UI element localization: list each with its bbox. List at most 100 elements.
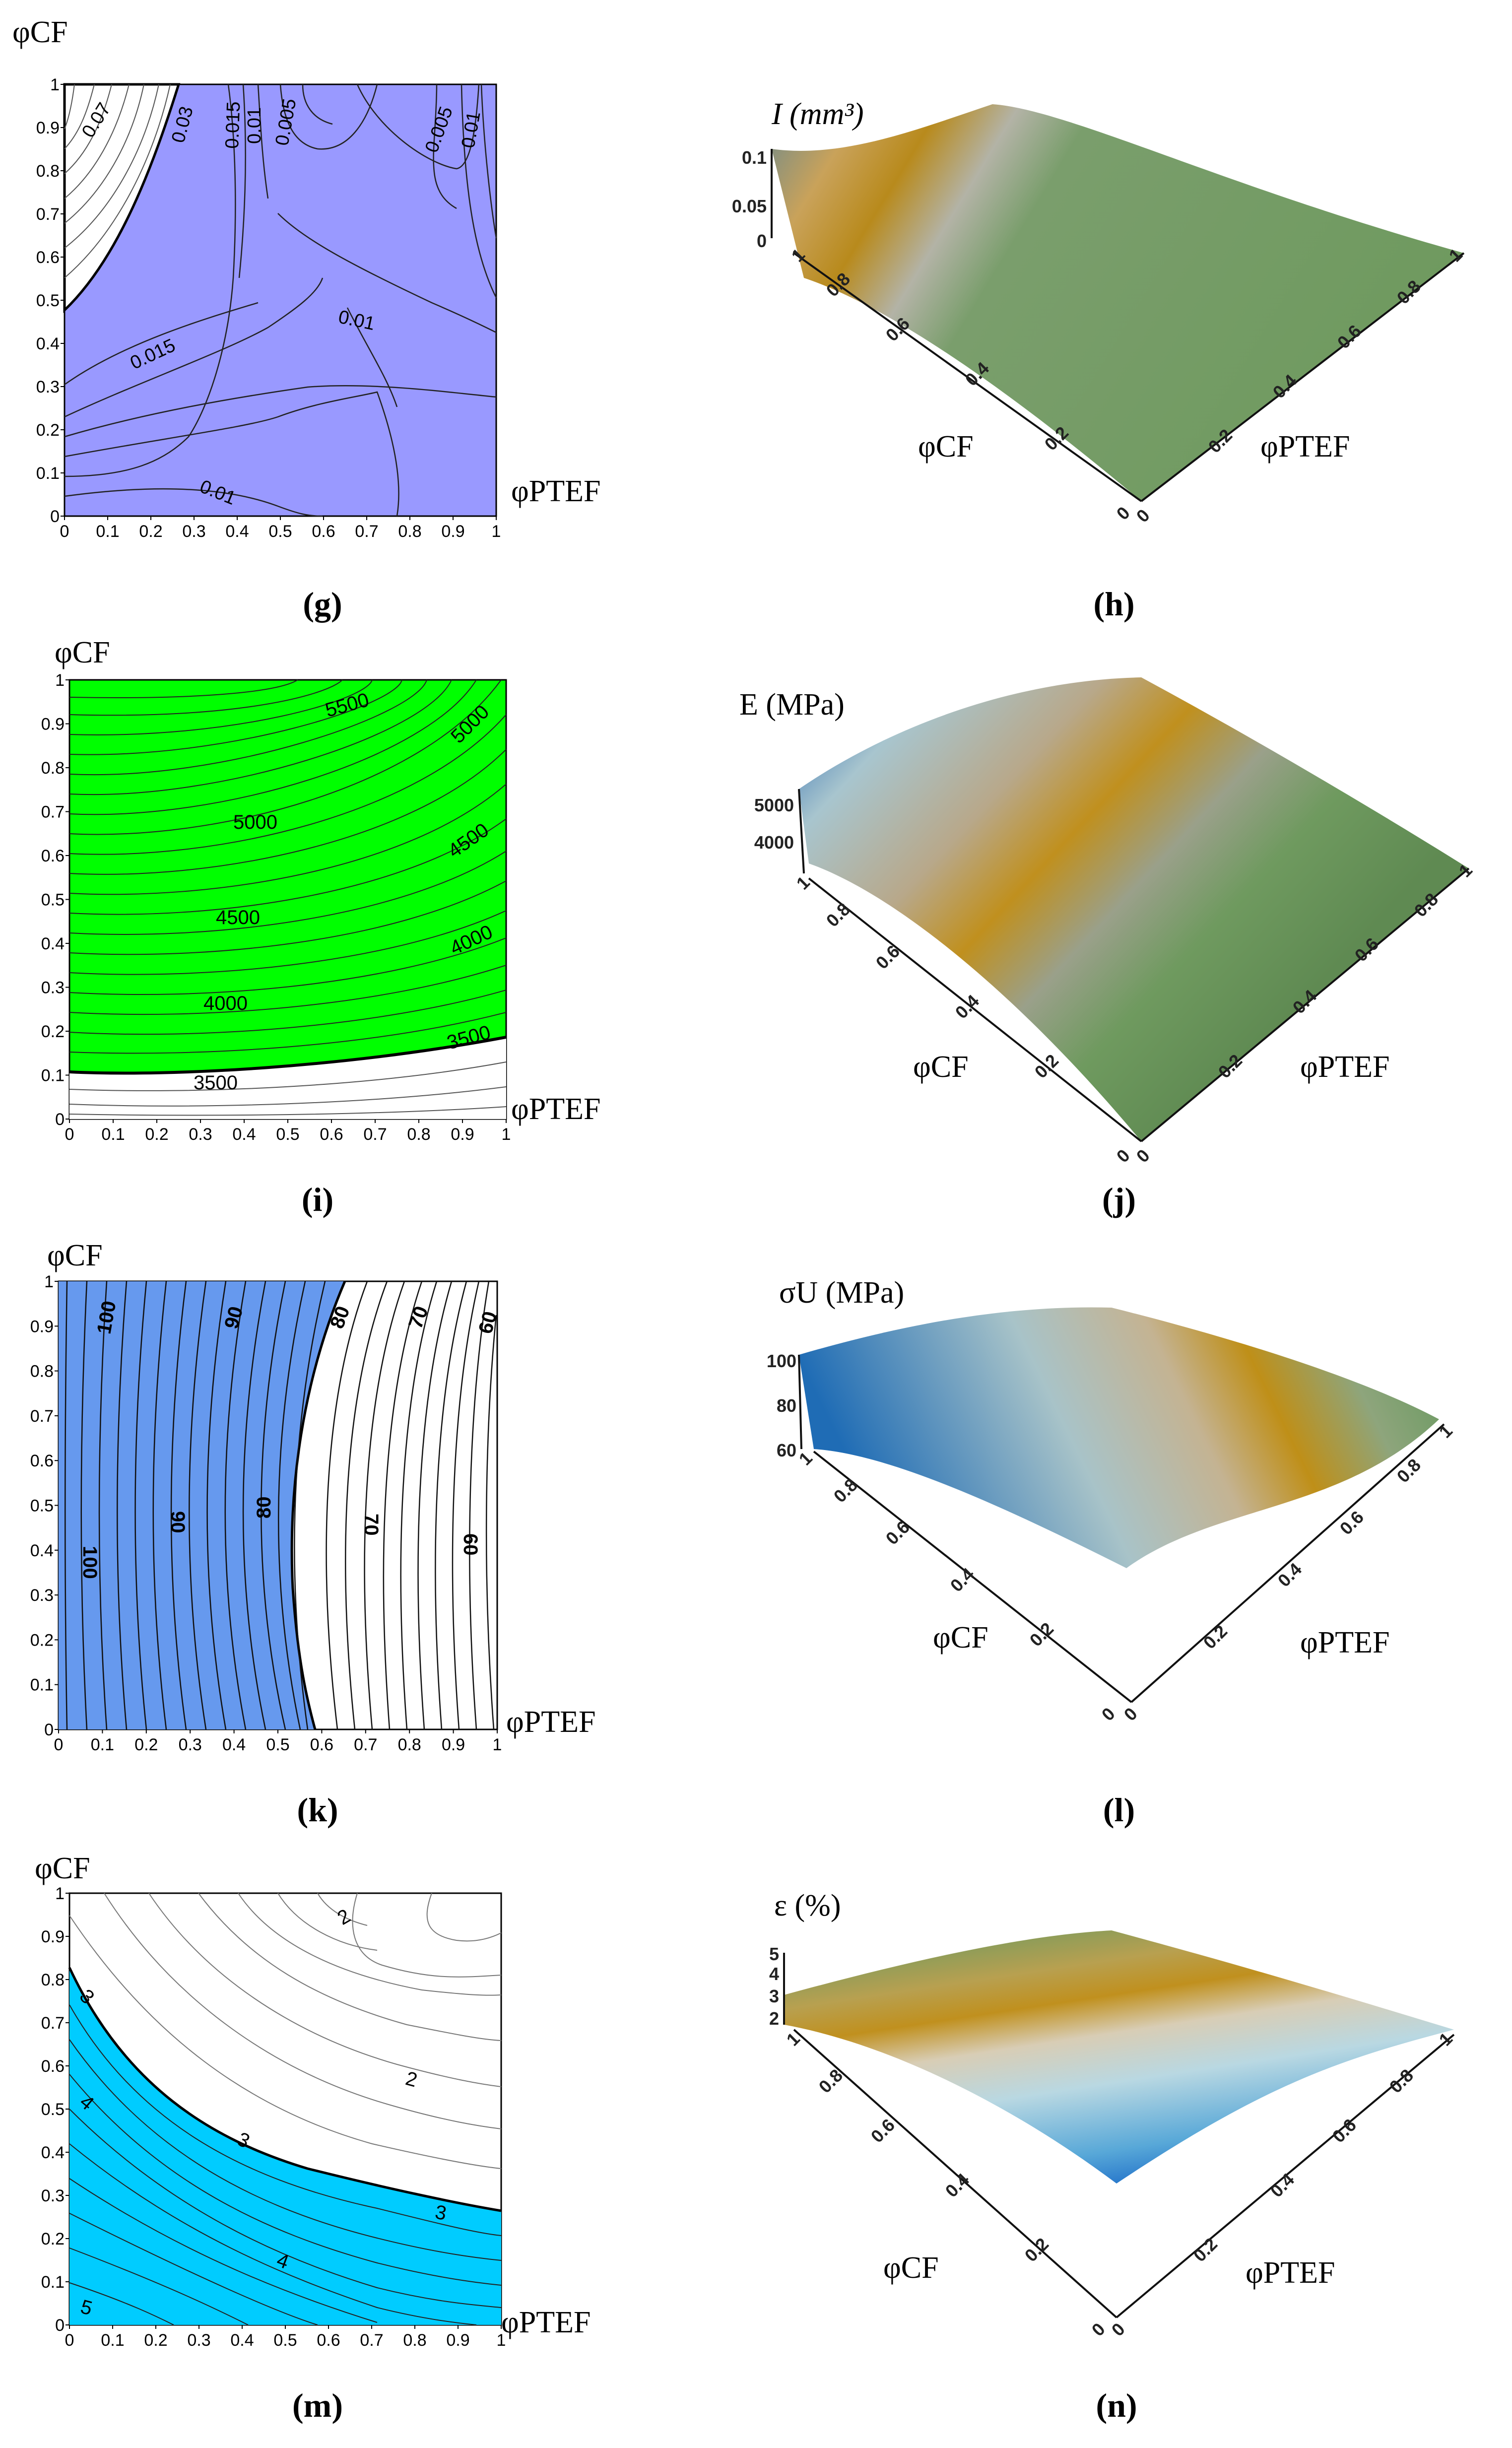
y-tick-label: 0 <box>1113 1145 1134 1167</box>
x-tick-label: 0.6 <box>317 2331 340 2350</box>
y-tick-label: 1 <box>792 872 814 894</box>
z-tick-label: 5000 <box>754 795 794 815</box>
x-tick-label: 1 <box>502 1125 511 1144</box>
y-tick-label: 0.6 <box>882 1517 914 1548</box>
x-tick-label: 0.4 <box>1266 2169 1298 2201</box>
x-tick-label: 0.1 <box>101 2331 124 2350</box>
x-tick-label: 0 <box>1120 1704 1141 1725</box>
y-tick-label: 1 <box>55 671 65 690</box>
y-tick-label: 1 <box>783 2029 804 2050</box>
y-tick-label: 0.5 <box>41 891 65 910</box>
contour-lines-k <box>65 1281 497 1730</box>
y-tick-label: 0.6 <box>30 1452 54 1470</box>
axes-j <box>798 789 1470 1142</box>
y-tick-label: 0.7 <box>41 803 65 822</box>
y-tick-label: 0.8 <box>36 162 60 181</box>
x-tick-label: 0.8 <box>407 1125 430 1144</box>
panel-i: 5500 5000 5000 4500 4500 4000 4000 3500 … <box>41 636 601 1218</box>
y-tick-label: 0.1 <box>41 1066 65 1085</box>
x-tick-label: 0.2 <box>145 1125 168 1144</box>
panel-j: E (MPa) 4000 5000 0 0.2 0.4 0.6 0.8 1 0 … <box>739 677 1476 1218</box>
caption-i: (i) <box>302 1181 333 1218</box>
x-tick-label: 0.2 <box>1189 2234 1221 2265</box>
y-tick-label: 1 <box>50 75 60 94</box>
x-tick-label: 0.9 <box>446 2331 469 2350</box>
x-tick-label: 0.6 <box>1336 1507 1368 1538</box>
y-tick-label: 0.8 <box>830 1474 861 1506</box>
contour-lines-white-g <box>64 84 171 278</box>
contour-label: 60 <box>460 1533 481 1556</box>
y-tick-label: 0.9 <box>41 715 65 734</box>
caption-n: (n) <box>1096 2386 1137 2424</box>
y-tick-label: 0.2 <box>1031 1050 1062 1082</box>
z-tick-label: 100 <box>767 1351 796 1371</box>
y-tick-label: 0.4 <box>941 2169 973 2201</box>
y-axis-label-l: φCF <box>933 1621 988 1654</box>
x-tick-label: 0.8 <box>403 2331 426 2350</box>
y-tick-label: 0.4 <box>36 334 60 353</box>
x-tick-label: 0.3 <box>189 1125 212 1144</box>
x-tick-label: 0.1 <box>101 1125 125 1144</box>
z-axis-label-h: I (mm³) <box>771 97 864 131</box>
z-axis-label-j: E (MPa) <box>739 688 845 722</box>
y-tick-label: 0.8 <box>815 2065 847 2097</box>
axes-l <box>798 1354 1445 1703</box>
x-tick-label: 0.2 <box>1199 1621 1231 1653</box>
x-tick-label: 0 <box>1132 505 1154 527</box>
z-axis-label-n: ε (%) <box>774 1889 841 1922</box>
caption-k: (k) <box>297 1791 338 1829</box>
z-tick-label: 3 <box>769 1986 779 2006</box>
contour-lines-blue-m <box>69 2004 502 2325</box>
y-tick-label: 0.3 <box>41 2186 65 2205</box>
x-tick-label: 0.4 <box>222 1735 246 1754</box>
z-ticks-j: 4000 5000 <box>754 795 794 853</box>
z-tick-label: 60 <box>777 1440 796 1460</box>
y-tick-label: 0 <box>1113 503 1134 524</box>
x-tick-label: 0.6 <box>1328 2115 1360 2146</box>
x-tick-label: 0.9 <box>442 1735 465 1754</box>
z-tick-label: 80 <box>777 1395 796 1416</box>
x-tick-label: 0.7 <box>363 1125 387 1144</box>
y-tick-label: 0.6 <box>41 847 65 865</box>
x-tick-label: 0.9 <box>441 522 464 541</box>
caption-l: (l) <box>1103 1791 1135 1829</box>
y-tick-label: 0.2 <box>41 2230 65 2249</box>
y-tick-label: 0.7 <box>41 2014 65 2033</box>
axes-n <box>783 1953 1455 2318</box>
contour-label: 100 <box>79 1546 101 1579</box>
y-tick-label: 0.2 <box>1021 2234 1052 2265</box>
y-tick-label: 0.5 <box>30 1497 54 1516</box>
x-tick-label: 0.1 <box>96 522 119 541</box>
y-axis-label-h: φCF <box>918 430 974 463</box>
y-tick-label: 0.4 <box>41 934 65 953</box>
y-tick-label: 0.9 <box>41 1927 65 1946</box>
y-tick-label: 0.2 <box>41 1022 65 1041</box>
y-axis-label-i: φCF <box>55 636 110 669</box>
x-tick-label: 0.2 <box>134 1735 158 1754</box>
x-tick-label: 0 <box>60 522 69 541</box>
caption-h: (h) <box>1093 585 1134 623</box>
y-tick-label: 0 <box>1088 2319 1109 2340</box>
contour-lines-green-i <box>69 679 507 1054</box>
contour-lines-white-m <box>69 1893 502 2169</box>
z-ticks-n: 2 3 4 5 <box>769 1944 779 2029</box>
y-tick-label: 1 <box>795 1448 816 1469</box>
y-tick-label: 0 <box>55 2316 65 2335</box>
y-tick-label: 0 <box>50 507 60 526</box>
x-tick-label: 0.5 <box>273 2331 297 2350</box>
panel-h: I (mm³) 0 0.05 0.1 0 0.2 0.4 0.6 0.8 1 0… <box>732 97 1466 623</box>
y-tick-label: 0.1 <box>30 1676 54 1695</box>
x-tick-label: 0.2 <box>139 522 162 541</box>
y-tick-label: 1 <box>55 1884 65 1903</box>
z-tick-label: 0 <box>757 231 767 251</box>
axis-ticks-i: 0 0.1 0.2 0.3 0.4 0.5 0.6 0.7 0.8 0.9 1 0 0.1 0.2 0.3 0… <box>41 671 511 1144</box>
z-tick-label: 4000 <box>754 832 794 853</box>
y-tick-label: 0.9 <box>36 119 60 137</box>
x-tick-label: 0.6 <box>310 1735 333 1754</box>
y-axis-label-j: φCF <box>913 1050 969 1084</box>
y-tick-label: 0.6 <box>36 248 60 267</box>
y-tick-label: 0 <box>1098 1704 1119 1725</box>
contour-label: 4000 <box>203 992 248 1014</box>
y-tick-label: 0.8 <box>822 899 854 930</box>
